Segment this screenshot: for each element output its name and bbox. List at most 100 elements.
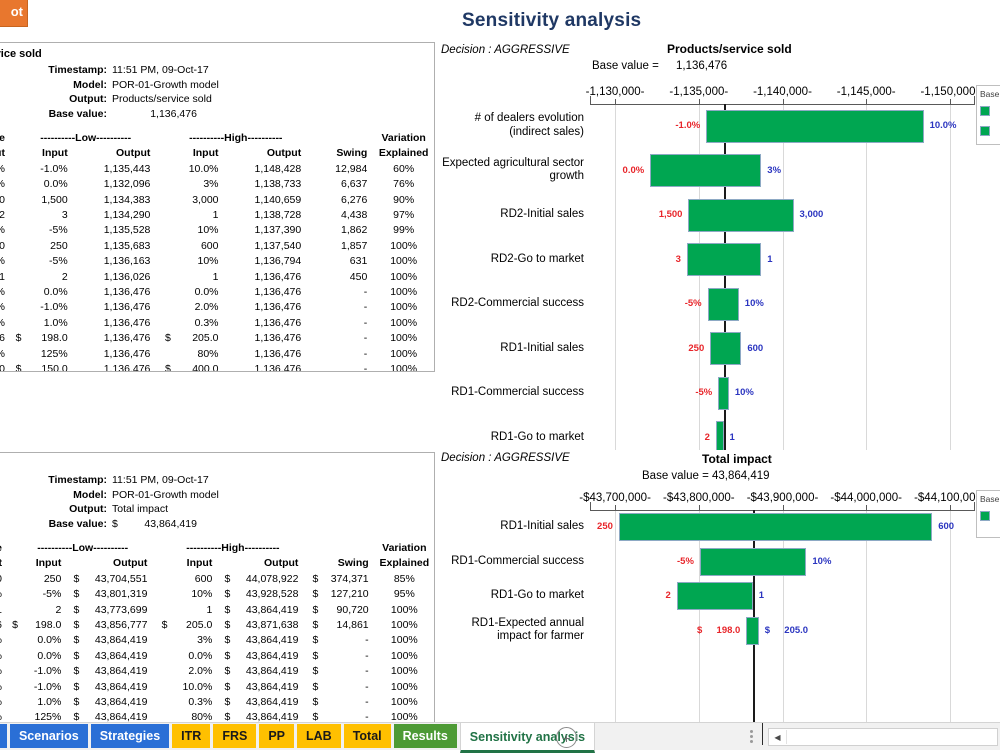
sensitivity-report-total-impact: pact Timestamp: 11:51 PM, 09-Oct-17 Mode… (0, 452, 435, 724)
orange-command-button[interactable]: ot (0, 0, 28, 27)
tornado-bar[interactable] (707, 287, 739, 321)
sheet-tab-lab[interactable]: LAB (297, 724, 341, 748)
cell-variation-explained: 100% (390, 634, 418, 647)
cell-high-input: 205.0 (186, 619, 213, 632)
legend-entry: Base value (980, 493, 1000, 505)
tornado-bar[interactable] (746, 616, 759, 645)
cell-low-input: -1.0% (33, 680, 62, 693)
cell-low-input: -5% (49, 224, 68, 237)
cell-high-output-symbol (227, 316, 236, 331)
cell-swing-symbol (311, 316, 320, 331)
scroll-left-icon[interactable]: ◀ (769, 730, 787, 744)
cell-high-output-symbol: $ (224, 649, 231, 662)
scrollbar-track[interactable] (787, 730, 997, 744)
cell-variation-explained: 100% (390, 270, 418, 283)
sheet-tab-frs[interactable]: FRS (213, 724, 257, 748)
bar-low-value-label: 1,500 (658, 209, 683, 221)
sheet-tab-s[interactable]: s (0, 724, 7, 748)
cell-swing: 631 (349, 255, 368, 268)
cell-swing-symbol (311, 254, 320, 269)
cell-low-output-symbol (76, 177, 85, 192)
cell-variation-explained: 90% (393, 193, 415, 206)
cell-swing-symbol (311, 208, 320, 223)
chart-base-value-label: Base value = 43,864,419 (642, 470, 770, 482)
header-spacer (308, 541, 320, 556)
cell-swing-symbol: $ (312, 711, 319, 724)
tornado-bar[interactable] (710, 332, 742, 366)
cell-low-output: 43,864,419 (94, 665, 148, 678)
cell-low-input: 1.0% (43, 316, 68, 329)
tornado-bar[interactable] (699, 547, 807, 576)
sheet-tab-results[interactable]: Results (393, 724, 457, 748)
cell-low-input: 1.0% (37, 696, 62, 709)
cell-low-output-symbol: $ (73, 665, 80, 678)
meta-value: Products/service sold (112, 93, 212, 105)
add-sheet-button[interactable]: + (556, 727, 577, 748)
table-row: 1 2 1,136,026 1 1,136,476 450 100% (0, 270, 434, 285)
tornado-bar[interactable] (618, 513, 933, 542)
gridline (866, 104, 868, 452)
cell-low-output: 43,773,699 (94, 603, 148, 616)
axis-end-tick (590, 502, 591, 510)
cell-swing: - (365, 665, 369, 678)
meta-row-output: Output: Total impact (0, 502, 434, 517)
sensitivity-report-products: s/service sold Timestamp: 11:51 PM, 09-O… (0, 42, 435, 372)
sheet-tab-total[interactable]: Total (343, 724, 391, 748)
header-spacer (320, 541, 374, 556)
cell-low-output: 43,864,419 (94, 649, 148, 662)
cell-high-symbol (160, 300, 172, 315)
cell-swing: - (365, 634, 369, 647)
cell-low-output: 1,135,528 (103, 224, 151, 237)
sheet-tab-pp[interactable]: PP (259, 724, 294, 748)
tornado-bar[interactable] (706, 109, 924, 143)
cell-swing: 12,984 (335, 162, 368, 175)
cell-low-input: 2 (55, 603, 62, 616)
cell-low-symbol (11, 223, 23, 238)
meta-value: 11:51 PM, 09-Oct-17 (112, 64, 209, 76)
tornado-bar[interactable] (686, 243, 762, 277)
chart-title: Total impact (702, 452, 772, 466)
cell-high-output-symbol: $ (224, 680, 231, 693)
bar-low-value-label: 0.0% (622, 164, 645, 176)
chart-legend[interactable]: Base value (976, 490, 1000, 538)
cell-high-output: 1,136,794 (254, 255, 302, 268)
tornado-bar[interactable] (650, 154, 762, 188)
sheet-tab-itr[interactable]: ITR (172, 724, 211, 748)
cell-base-input: 0.0% (0, 162, 11, 177)
tornado-bar[interactable] (688, 198, 794, 232)
table-header-row-group: Base ----------Low---------- ----------Hig… (0, 541, 434, 556)
cell-swing-symbol: $ (312, 619, 319, 632)
cell-high-symbol (157, 664, 169, 679)
horizontal-split-handle[interactable] (762, 723, 763, 745)
tornado-bar[interactable] (718, 376, 729, 410)
cell-low-symbol (11, 300, 23, 315)
cell-low-symbol (11, 162, 23, 177)
cell-swing: - (365, 696, 369, 709)
tab-overflow-dots-icon[interactable] (750, 730, 753, 743)
tornado-bar[interactable] (676, 582, 753, 611)
header-explained: Explained (378, 147, 429, 160)
meta-row-base-value: Base value: $ 43,864,419 (0, 517, 434, 532)
meta-label: Output: (69, 503, 107, 515)
sheet-tab-scenarios[interactable]: Scenarios (9, 724, 88, 748)
category-label: RD2-Commercial success (451, 297, 584, 310)
cell-base-input: 400 (0, 572, 8, 587)
cell-low-input: 150.0 (41, 363, 68, 372)
cell-high-input: 10% (191, 588, 213, 601)
header-low-output: Output (116, 147, 151, 160)
cell-variation-explained: 100% (390, 301, 418, 314)
cell-high-output-symbol (227, 177, 236, 192)
cell-base-input: 2,000 (0, 193, 11, 208)
header-low-input: Input (42, 147, 68, 160)
legend-swatch-icon (980, 511, 990, 521)
bar-high-value-label: 10% (734, 387, 754, 399)
x-axis-tick-label: -1,140,000- (753, 86, 812, 98)
cell-low-output-symbol: $ (73, 572, 80, 585)
legend-label: Base value (980, 494, 1000, 504)
horizontal-scrollbar[interactable]: ◀ (768, 728, 998, 746)
cell-low-output: 43,704,551 (94, 572, 148, 585)
chart-legend[interactable]: Base value (976, 85, 1000, 145)
sheet-tab-strategies[interactable]: Strategies (90, 724, 170, 748)
cell-variation-explained: 100% (390, 711, 418, 724)
cell-high-symbol (157, 649, 169, 664)
